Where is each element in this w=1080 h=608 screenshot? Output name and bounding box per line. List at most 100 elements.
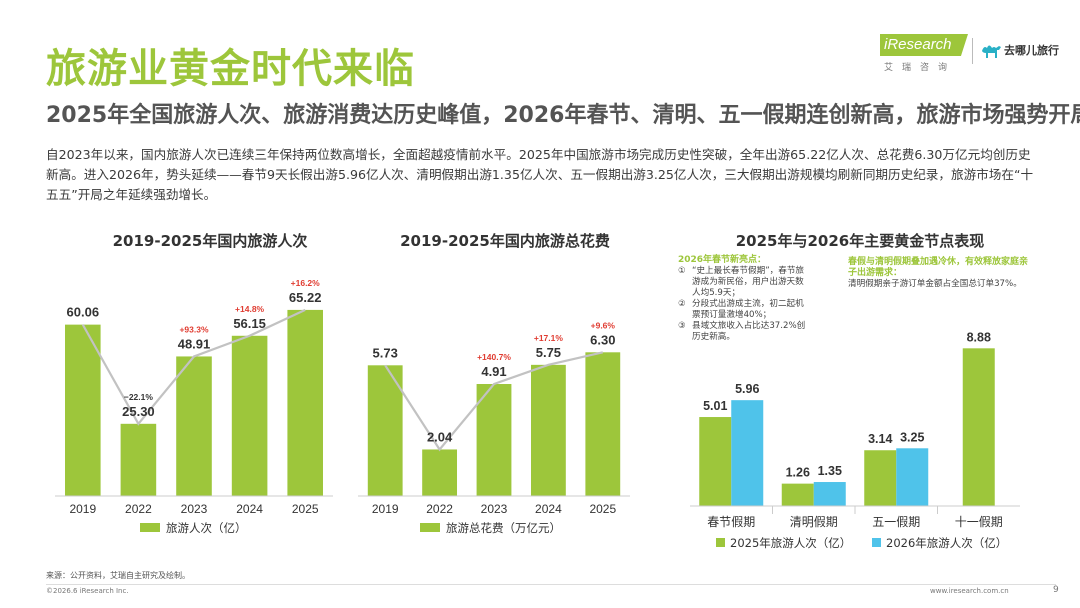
- qingming-note-heading: 春假与清明假期叠加遇冷休，有效释放家庭亲子出游需求：: [848, 257, 1029, 278]
- legend-swatch: [716, 538, 725, 547]
- data-label: 8.88: [967, 330, 991, 344]
- spring-note-item-text: “史上最长春节假期”，春节旅游成为新民俗，用户出游天数人均5.9天；: [692, 266, 805, 298]
- data-label: 5.75: [536, 345, 561, 360]
- x-tick-label: 五一假期: [872, 515, 920, 529]
- bar: [530, 364, 566, 496]
- data-label: 5.73: [373, 345, 398, 360]
- spring-note-item: ② 分段式出游成主流，初二起机票预订量激增40%；: [678, 299, 810, 321]
- data-label: 2.04: [427, 429, 453, 444]
- x-tick-label: 2024: [535, 502, 562, 516]
- bar: [367, 365, 403, 496]
- spring-note-heading: 2026年春节新亮点：: [678, 255, 767, 265]
- x-tick-label: 清明假期: [790, 515, 838, 529]
- source-note: 来源：公开资料，艾瑞自主研究及绘制。: [46, 571, 190, 580]
- data-label: 5.96: [735, 382, 759, 396]
- x-tick-label: 2024: [236, 502, 263, 516]
- spring-note-item-text: 分段式出游成主流，初二起机票预订量激增40%；: [692, 299, 804, 320]
- data-label: 5.01: [703, 399, 727, 413]
- growth-label: +93.3%: [179, 324, 209, 334]
- growth-label: −22.1%: [124, 392, 154, 402]
- spring-note-item-text: 县域文旅收入占比达37.2%创历史新高。: [692, 321, 806, 342]
- chart1-title: 2019-2025年国内旅游人次: [112, 232, 308, 250]
- legend-label: 2026年旅游人次（亿）: [886, 536, 1007, 550]
- legend-swatch: [140, 523, 160, 532]
- qingming-note: 春假与清明假期叠加遇冷休，有效释放家庭亲子出游需求： 清明假期亲子游订单金额占全…: [848, 257, 1034, 290]
- spring-note-item-number: ②: [678, 299, 686, 309]
- legend-label: 旅游总花费（万亿元）: [446, 521, 561, 535]
- growth-label: +140.7%: [477, 352, 511, 362]
- bar: [731, 400, 764, 506]
- chart3-title: 2025年与2026年主要黄金节点表现: [735, 232, 985, 250]
- spring-note-item-number: ③: [678, 321, 686, 331]
- spring-note-item: ① “史上最长春节假期”，春节旅游成为新民俗，用户出游天数人均5.9天；: [678, 266, 810, 299]
- data-label: 65.22: [289, 290, 322, 305]
- iresearch-logo: iResearch 艾瑞咨询: [880, 34, 972, 74]
- bar: [585, 352, 621, 496]
- x-tick-label: 2019: [69, 502, 96, 516]
- data-label: 6.30: [590, 332, 615, 347]
- bar: [962, 348, 995, 506]
- x-tick-label: 2022: [426, 502, 453, 516]
- logo-divider: [972, 38, 973, 64]
- spring-note-item: ③ 县域文旅收入占比达37.2%创历史新高。: [678, 321, 810, 343]
- camel-icon: [982, 45, 1001, 58]
- bar: [476, 384, 512, 496]
- bar: [176, 356, 212, 496]
- qunar-logo: 去哪儿旅行: [980, 38, 1059, 62]
- growth-label: +17.1%: [534, 333, 564, 343]
- data-label: 1.35: [818, 464, 842, 478]
- x-tick-label: 2022: [125, 502, 152, 516]
- iresearch-logo-word: iResearch: [880, 34, 968, 56]
- copyright: ©2026.6 iResearch Inc.: [46, 587, 129, 595]
- bar: [120, 423, 157, 496]
- x-tick-label: 十一假期: [955, 515, 1003, 529]
- qingming-note-text: 清明假期亲子游订单金额占全国总订单37%。: [848, 279, 1022, 289]
- trend-line: [384, 351, 604, 452]
- data-label: 25.30: [122, 404, 155, 419]
- legend-swatch: [872, 538, 881, 547]
- x-tick-label: 春节假期: [707, 515, 755, 529]
- page-number: 9: [1053, 585, 1059, 595]
- qunar-logo-text: 去哪儿旅行: [1004, 44, 1059, 57]
- data-label: 3.25: [900, 430, 924, 444]
- trend-line: [81, 308, 306, 426]
- page-subtitle: 2025年全国旅游人次、旅游消费达历史峰值，2026年春节、清明、五一假期连创新…: [46, 103, 1080, 128]
- bar: [231, 335, 268, 496]
- data-label: 60.06: [67, 305, 100, 320]
- growth-label: +9.6%: [591, 320, 616, 330]
- spring-festival-note: 2026年春节新亮点： ① “史上最长春节假期”，春节旅游成为新民俗，用户出游天…: [678, 255, 810, 343]
- data-label: 4.91: [481, 364, 506, 379]
- chart2-title: 2019-2025年国内旅游总花费: [400, 232, 610, 250]
- growth-label: +14.8%: [235, 304, 265, 314]
- legend-swatch: [420, 523, 440, 532]
- bar: [65, 324, 101, 496]
- bar: [781, 483, 814, 506]
- intro-paragraph: 自2023年以来，国内旅游人次已连续三年保持两位数高增长，全面超越疫情前水平。2…: [46, 147, 1034, 202]
- bar: [699, 417, 732, 506]
- bar: [287, 309, 323, 496]
- bar: [896, 448, 929, 506]
- x-tick-label: 2023: [181, 502, 208, 516]
- bar: [422, 449, 458, 496]
- bar: [813, 482, 846, 506]
- x-tick-label: 2025: [292, 502, 319, 516]
- data-label: 3.14: [868, 432, 892, 446]
- bar: [864, 450, 897, 506]
- x-tick-label: 2023: [481, 502, 508, 516]
- page-title: 旅游业黄金时代来临: [46, 46, 415, 92]
- legend-label: 2025年旅游人次（亿）: [730, 536, 851, 550]
- legend-label: 旅游人次（亿）: [166, 521, 247, 535]
- growth-label: +16.2%: [291, 278, 321, 288]
- data-label: 56.15: [233, 316, 266, 331]
- data-label: 1.26: [786, 466, 810, 480]
- data-label: 48.91: [178, 336, 211, 351]
- website-url: www.iresearch.com.cn: [930, 587, 1009, 595]
- footer-divider: [46, 584, 1056, 585]
- x-tick-label: 2019: [372, 502, 399, 516]
- x-tick-label: 2025: [589, 502, 616, 516]
- spring-note-item-number: ①: [678, 266, 686, 276]
- iresearch-logo-subtitle: 艾瑞咨询: [884, 63, 957, 73]
